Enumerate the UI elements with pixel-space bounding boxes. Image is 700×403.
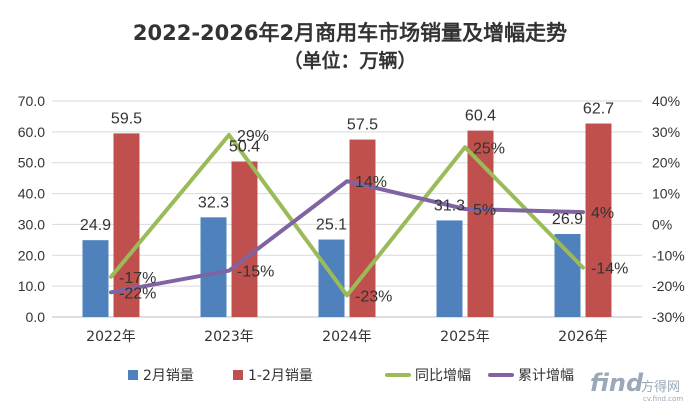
- y-tick-right: -30%: [652, 309, 685, 325]
- legend-label: 累计增幅: [518, 368, 574, 384]
- bar-data-label: 31.3: [434, 197, 465, 214]
- lines: [109, 132, 585, 298]
- chart-subtitle: （单位：万辆）: [283, 49, 416, 72]
- bar-data-label: 50.4: [229, 138, 260, 155]
- legend-label: 1-2月销量: [248, 368, 313, 384]
- bar-data-label: 24.9: [80, 217, 111, 234]
- y-tick-left: 70.0: [18, 93, 45, 109]
- y-tick-left: 30.0: [18, 216, 45, 232]
- bar-feb-sales: [82, 240, 109, 317]
- legend: 2月销量 1-2月销量 同比增幅 累计增幅: [128, 368, 574, 384]
- y-tick-right: -10%: [652, 247, 685, 263]
- y-tick-left: 10.0: [18, 278, 45, 294]
- x-tick-label: 2023年: [204, 329, 254, 345]
- bar-data-label: 62.7: [583, 101, 614, 118]
- line-data-label: -14%: [591, 261, 628, 278]
- line-data-label: -15%: [237, 264, 274, 281]
- y-tick-left: 60.0: [18, 124, 45, 140]
- chart-title: 2022-2026年2月商用车市场销量及增幅走势: [133, 21, 567, 45]
- line-yoy-growth: [109, 132, 585, 298]
- bar-data-label: 59.5: [111, 110, 142, 127]
- x-tick-label: 2025年: [440, 329, 490, 345]
- legend-swatch: [233, 370, 243, 380]
- data-labels: 24.9 32.3 25.1 31.3 26.9 59.5 50.4 57.5 60.4 62.7…: [80, 101, 628, 306]
- line-data-label: -23%: [355, 288, 392, 305]
- line-data-label: -17%: [119, 270, 156, 287]
- bar-data-label: 26.9: [552, 211, 583, 228]
- line-data-label: 29%: [237, 128, 269, 145]
- y-tick-right: 10%: [652, 186, 680, 202]
- y-tick-right: 30%: [652, 124, 680, 140]
- legend-label: 2月销量: [143, 368, 194, 384]
- axes: 0.0 10.0 20.0 30.0 40.0 50.0 60.0 70.0 -30% -20% -…: [18, 93, 685, 345]
- legend-label: 同比增幅: [415, 368, 471, 384]
- bar-data-label: 32.3: [198, 194, 229, 211]
- watermark-domain: cv.find.com: [643, 395, 683, 403]
- legend-swatch: [128, 370, 138, 380]
- watermark: find 方得网 cv.find.com: [590, 369, 683, 403]
- y-tick-left: 50.0: [18, 155, 45, 171]
- bar-data-label: 57.5: [347, 117, 378, 134]
- bar-feb-sales: [318, 239, 345, 317]
- bar-jan-feb-sales: [585, 123, 612, 317]
- bar-feb-sales: [200, 217, 227, 317]
- bar-feb-sales: [554, 233, 581, 317]
- line-data-label: 5%: [473, 202, 496, 219]
- line-data-label: 4%: [591, 205, 614, 222]
- bar-jan-feb-sales: [467, 130, 494, 317]
- bar-data-label: 60.4: [465, 108, 496, 125]
- y-tick-right: 20%: [652, 155, 680, 171]
- y-tick-left: 0.0: [26, 309, 46, 325]
- y-tick-right: -20%: [652, 278, 685, 294]
- line-data-label: 14%: [355, 174, 387, 191]
- bars: [82, 123, 612, 317]
- y-tick-right: 0%: [652, 216, 672, 232]
- x-tick-label: 2024年: [322, 329, 372, 345]
- line-data-label: 25%: [473, 140, 505, 157]
- y-tick-left: 40.0: [18, 186, 45, 202]
- x-tick-label: 2026年: [558, 329, 608, 345]
- bar-data-label: 25.1: [316, 217, 347, 234]
- watermark-logo: find: [590, 369, 644, 397]
- y-tick-right: 40%: [652, 93, 680, 109]
- watermark-suffix: 方得网: [641, 379, 680, 395]
- bar-feb-sales: [436, 220, 463, 317]
- y-tick-left: 20.0: [18, 247, 45, 263]
- chart-title-group: 2022-2026年2月商用车市场销量及增幅走势 （单位：万辆）: [133, 21, 567, 72]
- x-tick-label: 2022年: [86, 329, 136, 345]
- line-data-label: -22%: [119, 285, 156, 302]
- bar-jan-feb-sales: [231, 161, 258, 317]
